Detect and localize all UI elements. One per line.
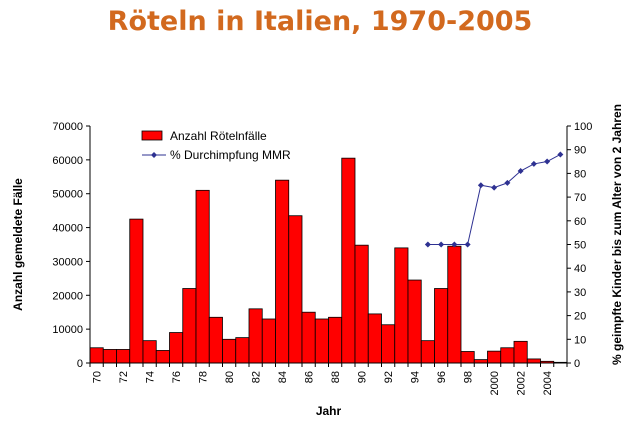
line-point-1998	[464, 241, 471, 248]
bar-1975	[155, 350, 170, 364]
y-axis-right-label: % geimpfte Kinder bis zum Alter von 2 Ja…	[610, 104, 624, 365]
y-right-tick-label: 50	[574, 240, 586, 252]
bar-1997	[447, 245, 462, 364]
bar-1985	[288, 215, 303, 364]
y-left-tick-label: 40000	[52, 223, 83, 235]
y-right-tick-label: 40	[574, 263, 586, 275]
x-axis-label: Jahr	[316, 404, 342, 418]
bar-1987	[314, 318, 329, 364]
bar-1978	[195, 189, 210, 364]
line-point-2000	[491, 184, 498, 191]
legend-line-marker	[151, 152, 157, 158]
x-tick-label: 72	[118, 371, 130, 383]
bar-1971	[102, 349, 117, 364]
bar-1982	[248, 308, 263, 364]
x-tick-label: 82	[251, 371, 263, 383]
y-left-tick-label: 20000	[52, 290, 83, 302]
bar-1996	[434, 288, 449, 364]
legend-line-label: % Durchimpfung MMR	[170, 148, 291, 162]
bar-2001	[500, 347, 515, 364]
y-left-tick-label: 10000	[52, 324, 83, 336]
x-tick-label: 70	[92, 371, 104, 383]
line-point-2002	[517, 168, 524, 175]
y-left-tick-label: 50000	[52, 189, 83, 201]
line-point-2005	[557, 151, 564, 158]
line-point-1995	[424, 241, 431, 248]
y-right-tick-label: 60	[574, 216, 586, 228]
y-left-tick-label: 30000	[52, 256, 83, 268]
bar-2000	[487, 350, 502, 364]
bar-1984	[275, 179, 290, 364]
y-right-tick-label: 30	[574, 287, 586, 299]
x-tick-label: 74	[145, 371, 157, 383]
x-tick-label: 94	[410, 371, 422, 383]
legend: Anzahl Rötelnfälle % Durchimpfung MMR	[141, 129, 291, 162]
y-right-tick-label: 70	[574, 192, 586, 204]
line-point-2001	[504, 179, 511, 186]
vaccination-line	[427, 153, 561, 245]
x-tick-label: 98	[463, 371, 475, 383]
bar-1973	[129, 218, 144, 364]
y-right-tick-label: 10	[574, 334, 586, 346]
x-tick-label: 2004	[542, 371, 554, 395]
line-point-2003	[530, 160, 537, 167]
chart-title: Röteln in Italien, 1970-2005	[107, 6, 533, 37]
y-left-tick-label: 70000	[52, 121, 83, 133]
bar-1983	[261, 318, 276, 364]
bar-1970	[89, 347, 104, 364]
x-tick-label: 86	[304, 371, 316, 383]
y-right-tick-label: 100	[574, 121, 592, 133]
bar-1991	[367, 313, 382, 364]
line-point-2004	[544, 158, 551, 165]
x-tick-label: 88	[330, 371, 342, 383]
bar-1995	[420, 340, 435, 364]
bar-1980	[222, 338, 237, 364]
bar-1999	[473, 359, 488, 364]
bar-1990	[354, 244, 369, 364]
bar-2003	[526, 358, 541, 364]
bar-1992	[381, 324, 396, 364]
bar-1972	[116, 349, 131, 364]
x-tick-label: 90	[357, 371, 369, 383]
legend-bar-swatch	[141, 130, 163, 141]
y-right-tick-label: 90	[574, 145, 586, 157]
bar-1974	[142, 340, 157, 364]
y-axis-left-label: Anzahl gemeldete Fälle	[11, 178, 25, 311]
legend-bar-label: Anzahl Rötelnfälle	[170, 129, 267, 143]
x-tick-label: 2002	[516, 371, 528, 395]
bar-1994	[407, 279, 422, 364]
bar-1998	[460, 351, 475, 364]
y-left-tick-label: 0	[77, 358, 83, 370]
x-tick-label: 76	[171, 371, 183, 383]
x-tick-label: 92	[383, 371, 395, 383]
line-point-1997	[451, 241, 458, 248]
x-tick-label: 80	[224, 371, 236, 383]
y-right-tick-label: 20	[574, 311, 586, 323]
line-point-1996	[438, 241, 445, 248]
y-right-tick-label: 80	[574, 168, 586, 180]
line-point-1999	[477, 182, 484, 189]
x-tick-label: 84	[277, 371, 289, 383]
bar-1993	[394, 247, 409, 364]
bar-2002	[513, 340, 528, 364]
x-tick-label: 2000	[489, 371, 501, 395]
y-right-tick-label: 0	[574, 358, 580, 370]
y-left-tick-label: 60000	[52, 155, 83, 167]
bar-1986	[301, 311, 316, 364]
bar-1977	[182, 288, 197, 364]
x-tick-label: 78	[198, 371, 210, 383]
bar-1979	[208, 316, 223, 364]
bar-1989	[341, 157, 356, 364]
x-tick-label: 96	[436, 371, 448, 383]
bar-1976	[169, 332, 184, 364]
bar-1988	[328, 316, 343, 364]
bar-1981	[235, 337, 250, 364]
